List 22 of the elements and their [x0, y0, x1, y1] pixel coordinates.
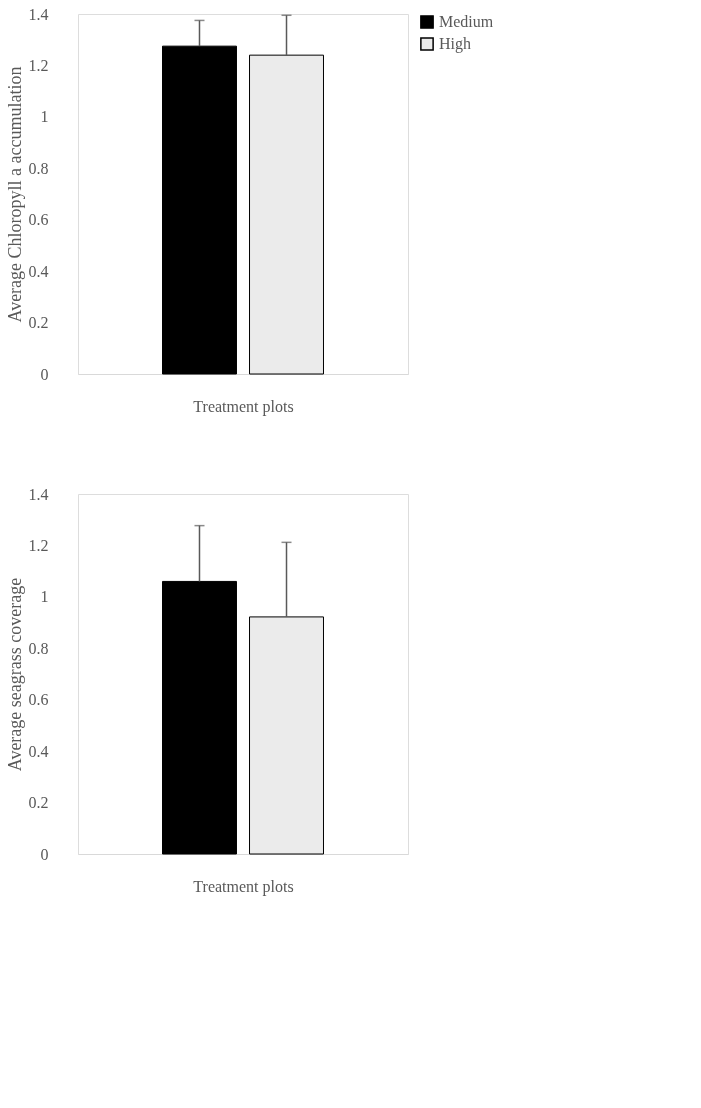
y-tick-label: 1.2 [28, 536, 49, 554]
y-tick-label: 1 [40, 108, 49, 126]
y-tick-label: 1.4 [28, 485, 49, 503]
y-tick-label: 0.4 [28, 742, 49, 760]
y-tick-label: 0.4 [28, 262, 49, 280]
y-tick-label: 0 [40, 845, 49, 863]
y-tick-label: 1.4 [28, 5, 49, 23]
y-tick-label: 1.2 [28, 56, 49, 74]
x-axis-title: Treatment plots [193, 397, 294, 416]
y-tick-label: 0.6 [28, 211, 49, 229]
y-tick-label: 0.2 [28, 314, 49, 332]
y-tick-label: 0.2 [28, 794, 49, 812]
y-tick-label: 0.8 [28, 639, 49, 657]
y-axis-title: Average seagrass coverage [4, 577, 25, 772]
y-tick-label: 0.8 [28, 159, 49, 177]
x-axis-title: Treatment plots [193, 877, 294, 896]
legend-label: Medium [439, 13, 494, 30]
legend-label: High [439, 35, 471, 53]
y-tick-label: 1 [40, 588, 49, 606]
y-tick-label: 0 [40, 365, 49, 383]
y-axis-title: Average Chloropyll a accumulation [4, 66, 25, 323]
y-tick-label: 0.6 [28, 691, 49, 709]
